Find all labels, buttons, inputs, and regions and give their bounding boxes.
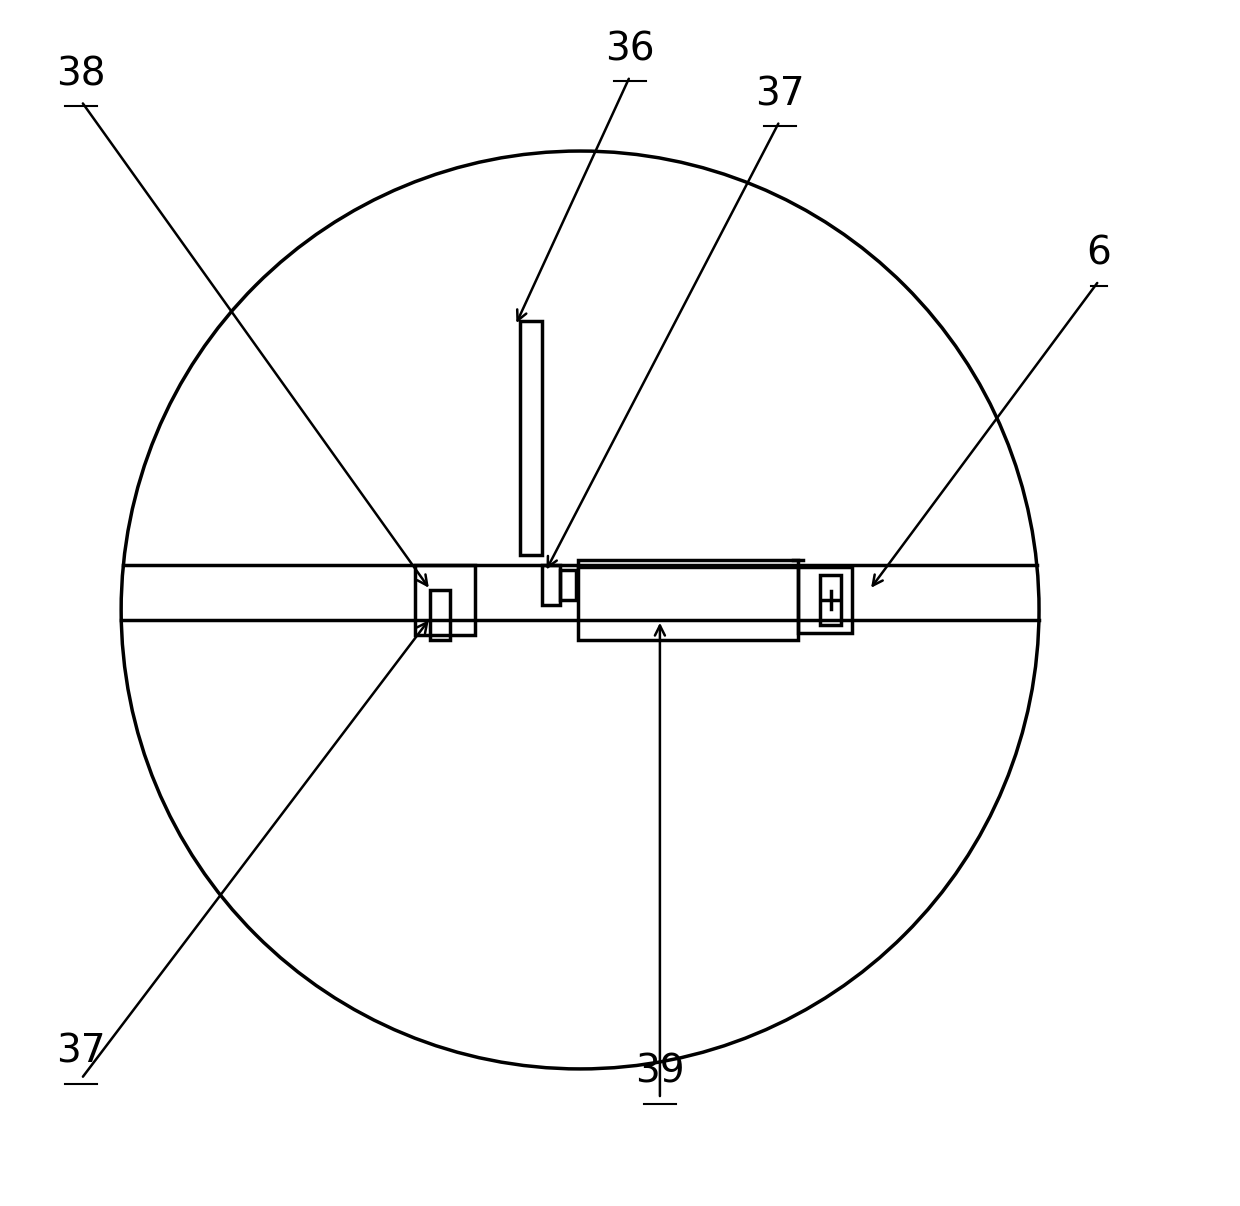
Bar <box>560 570 577 601</box>
Bar <box>578 560 797 640</box>
Text: 6: 6 <box>1086 235 1111 273</box>
Text: 36: 36 <box>605 30 655 69</box>
Bar <box>820 575 842 625</box>
Text: 37: 37 <box>57 1032 107 1071</box>
Bar <box>797 567 852 633</box>
Bar <box>521 321 542 555</box>
Bar <box>430 590 450 640</box>
Text: 38: 38 <box>57 55 105 93</box>
Text: 39: 39 <box>635 1053 684 1091</box>
Text: 37: 37 <box>755 75 805 113</box>
Bar <box>415 566 475 634</box>
Bar <box>542 566 560 605</box>
